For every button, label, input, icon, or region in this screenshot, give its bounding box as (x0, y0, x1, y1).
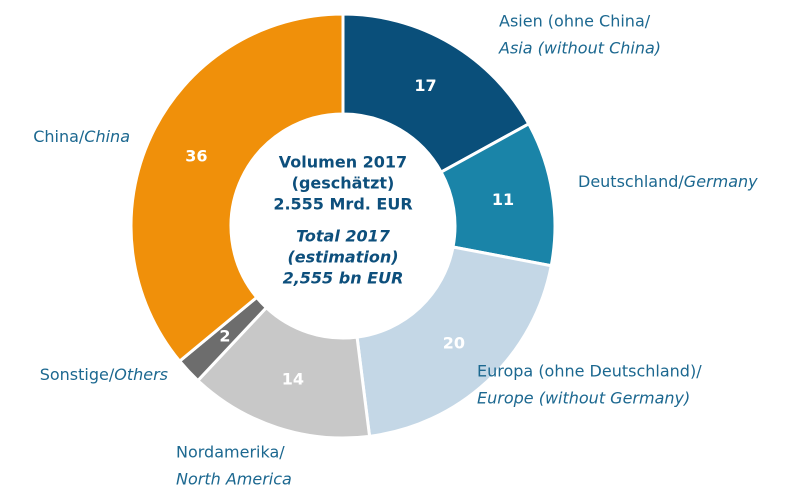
category-label: Sonstige/Others (40, 365, 168, 384)
category-label-en: Asia (without China) (498, 39, 661, 58)
donut-slice (355, 245, 554, 439)
value-label: 17 (414, 76, 436, 95)
donut-slice (341, 12, 531, 175)
value-label: 11 (492, 190, 514, 209)
value-label: 20 (443, 334, 465, 353)
center-text: Volumen 2017 (279, 153, 407, 172)
category-label-de: Deutschland/ (578, 172, 684, 191)
center-text-en: Total 2017 (296, 227, 391, 246)
category-label: Deutschland/Germany (578, 172, 758, 191)
category-label-de: Sonstige/ (40, 365, 115, 384)
center-text-en: 2,555 bn EUR (283, 269, 404, 288)
center-text: (geschätzt) (292, 174, 395, 193)
value-label: 36 (185, 147, 207, 166)
category-label-de: China/ (33, 127, 85, 146)
category-label-en: China (84, 127, 130, 146)
value-label: 14 (282, 370, 304, 389)
category-label: China/China (33, 127, 130, 146)
category-label: Asien (ohne China/ (499, 12, 651, 31)
category-label-en: Europe (without Germany) (477, 389, 690, 408)
category-label: Nordamerika/ (176, 443, 285, 462)
center-text: 2.555 Mrd. EUR (273, 195, 412, 214)
center-text-en: (estimation) (287, 248, 398, 267)
category-label-en: Germany (684, 172, 758, 191)
donut-slice (129, 12, 345, 364)
category-label: Europa (ohne Deutschland)/ (477, 362, 702, 381)
category-label-en: North America (176, 470, 292, 489)
category-label-en: Others (114, 365, 168, 384)
value-label: 2 (219, 326, 230, 345)
